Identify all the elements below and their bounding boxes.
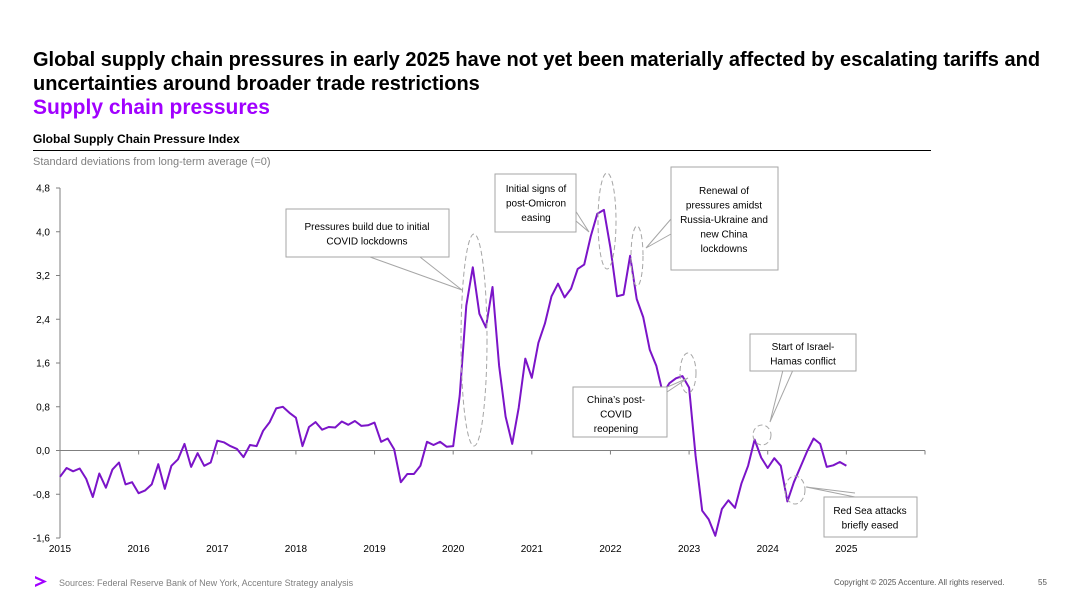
page-number: 55 bbox=[1038, 578, 1047, 587]
y-tick-label: 4,8 bbox=[36, 184, 50, 195]
callout-text-russia: new China bbox=[700, 230, 748, 241]
callout-box-israel bbox=[749, 333, 857, 372]
callout-text-omicron: Initial signs of bbox=[506, 184, 567, 195]
callout-box-redsea bbox=[823, 496, 918, 538]
highlight-post-omicron bbox=[597, 172, 617, 270]
footer-copyright: Copyright © 2025 Accenture. All rights r… bbox=[834, 578, 1005, 587]
highlight-israel-hamas bbox=[752, 424, 772, 446]
units-label: Standard deviations from long-term avera… bbox=[33, 156, 271, 168]
callout-leader-russia bbox=[645, 218, 672, 249]
highlight-red-sea bbox=[784, 475, 806, 505]
callout-text-china: reopening bbox=[594, 424, 638, 435]
y-tick-label: 0,8 bbox=[36, 402, 50, 413]
callout-text-israel: Start of Israel- bbox=[772, 342, 835, 353]
callout-text-covid: COVID lockdowns bbox=[326, 237, 407, 248]
callout-box-russia bbox=[670, 166, 779, 271]
callout-text-redsea: Red Sea attacks bbox=[833, 506, 906, 517]
callout-box-omicron bbox=[494, 173, 577, 233]
x-tick-label: 2018 bbox=[285, 544, 308, 555]
callout-leader-redsea bbox=[805, 486, 856, 498]
title-divider bbox=[33, 150, 931, 151]
callout-box-covid bbox=[285, 208, 450, 258]
y-tick-label: 4,0 bbox=[36, 227, 50, 238]
x-tick-label: 2015 bbox=[49, 544, 72, 555]
x-tick-label: 2020 bbox=[442, 544, 465, 555]
callout-leader-covid bbox=[369, 256, 463, 291]
callout-text-russia: lockdowns bbox=[701, 244, 748, 255]
series-line-gscpi bbox=[59, 208, 847, 537]
callout-leader-israel bbox=[769, 369, 794, 423]
y-tick-label: 0,0 bbox=[36, 446, 50, 457]
footer-sources: Sources: Federal Reserve Bank of New Yor… bbox=[59, 578, 354, 588]
y-tick-label: -1,6 bbox=[33, 534, 51, 545]
headline: Global supply chain pressures in early 2… bbox=[33, 49, 1041, 95]
callout-text-russia: Renewal of bbox=[699, 186, 749, 197]
x-tick-label: 2016 bbox=[128, 544, 151, 555]
x-tick-label: 2017 bbox=[206, 544, 229, 555]
x-tick-label: 2024 bbox=[757, 544, 780, 555]
callout-box-china bbox=[572, 386, 668, 438]
callout-text-omicron: easing bbox=[521, 213, 550, 224]
highlight-china-reopening bbox=[679, 352, 697, 394]
callout-text-israel: Hamas conflict bbox=[770, 357, 836, 368]
x-tick-label: 2021 bbox=[521, 544, 544, 555]
callout-text-omicron: post-Omicron bbox=[506, 199, 566, 210]
callout-text-redsea: briefly eased bbox=[842, 521, 899, 532]
x-tick-label: 2023 bbox=[678, 544, 701, 555]
chart-title: Global Supply Chain Pressure Index bbox=[33, 132, 240, 146]
highlight-russia-ukraine bbox=[630, 225, 644, 287]
callout-text-russia: pressures amidst bbox=[686, 201, 762, 212]
y-tick-label: 2,4 bbox=[36, 315, 50, 326]
x-tick-label: 2022 bbox=[599, 544, 622, 555]
callout-text-china: China’s post- bbox=[587, 395, 645, 406]
x-tick-label: 2025 bbox=[835, 544, 858, 555]
x-tick-label: 2019 bbox=[363, 544, 386, 555]
highlight-covid-lockdowns bbox=[460, 233, 488, 447]
y-tick-label: 1,6 bbox=[36, 359, 50, 370]
y-tick-label: 3,2 bbox=[36, 271, 50, 282]
callout-text-russia: Russia-Ukraine and bbox=[680, 215, 768, 226]
y-tick-label: -0,8 bbox=[33, 490, 51, 501]
callout-text-covid: Pressures build due to initial bbox=[304, 222, 429, 233]
accenture-chevron-icon bbox=[35, 576, 47, 587]
callout-text-china: COVID bbox=[600, 410, 632, 421]
subheadline: Supply chain pressures bbox=[33, 96, 270, 119]
